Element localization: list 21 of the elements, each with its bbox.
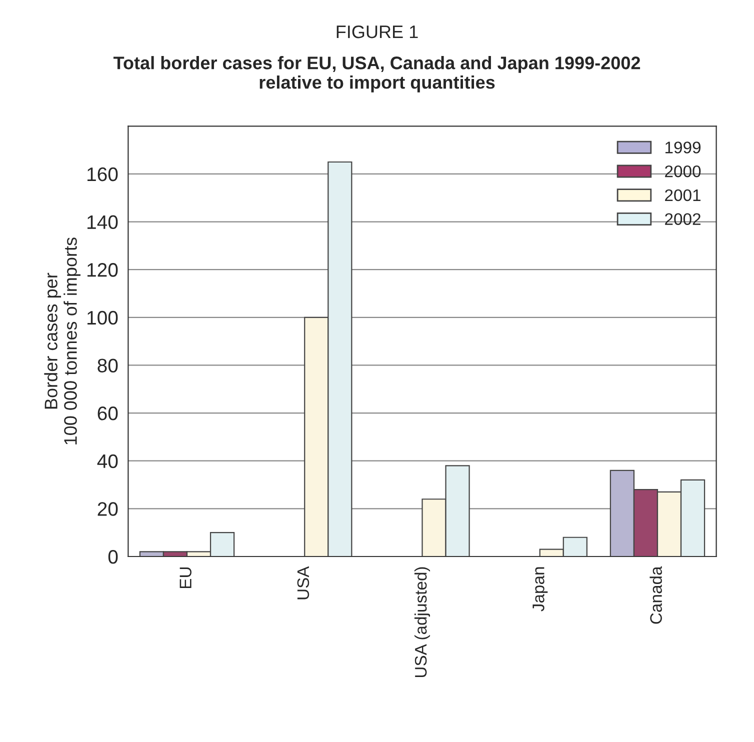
y-tick-label: 60 <box>98 406 118 420</box>
x-tick-label: Japan <box>532 567 548 612</box>
y-tick-label: 0 <box>108 550 118 564</box>
legend-label: 2000 <box>665 165 701 178</box>
x-tick-label: EU <box>180 568 192 588</box>
y-tick-label: 120 <box>88 263 118 277</box>
y-tick-label: 140 <box>88 215 118 230</box>
y-axis-title: Border cases per 100 000 tonnes of imports <box>44 238 80 444</box>
chart-subtitle: Total border cases for EU, USA, Canada and Japan 1999-2002 relative to import quantities <box>113 56 640 92</box>
legend-label: 2002 <box>665 213 700 225</box>
chart-title: FIGURE 1 <box>336 25 418 38</box>
y-tick-label: 100 <box>88 310 118 325</box>
x-tick-label: USA (adjusted) <box>414 567 430 678</box>
y-tick-label: 40 <box>97 454 118 468</box>
y-tick-label: 20 <box>98 502 118 516</box>
y-tick-label: 160 <box>88 167 118 182</box>
x-tick-label: Canada <box>650 566 662 624</box>
legend-label: 2001 <box>665 189 700 202</box>
y-tick-label: 80 <box>98 358 118 372</box>
legend-label: 1999 <box>666 142 701 154</box>
x-tick-label: USA <box>297 566 310 600</box>
